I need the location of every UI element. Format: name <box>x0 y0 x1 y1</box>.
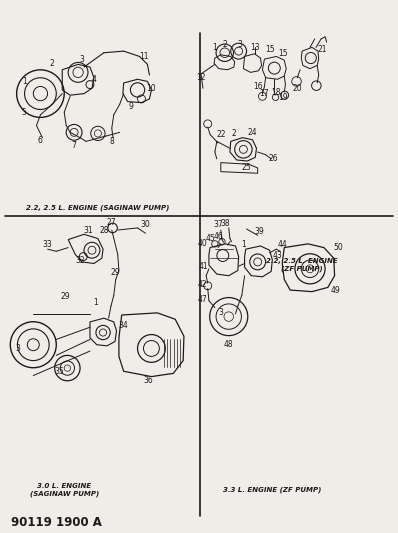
Text: 13: 13 <box>250 43 260 52</box>
Text: 19: 19 <box>278 93 288 102</box>
Text: 30: 30 <box>140 220 150 229</box>
Text: 90119 1900 A: 90119 1900 A <box>11 516 101 529</box>
Text: 18: 18 <box>271 87 281 96</box>
Text: 29: 29 <box>60 293 70 302</box>
Text: 37: 37 <box>213 220 223 229</box>
Text: 46: 46 <box>213 232 223 241</box>
Text: 34: 34 <box>118 321 128 330</box>
Text: 40: 40 <box>198 239 208 248</box>
Text: 24: 24 <box>248 128 258 137</box>
Text: 1: 1 <box>94 298 98 307</box>
Text: 38: 38 <box>220 219 230 228</box>
Text: 6: 6 <box>38 136 43 145</box>
Text: 2: 2 <box>232 129 236 138</box>
Text: 21: 21 <box>317 45 327 54</box>
Text: 9: 9 <box>129 102 133 111</box>
Text: 3: 3 <box>15 344 20 353</box>
Text: 22: 22 <box>217 130 226 139</box>
Text: 3: 3 <box>237 40 242 49</box>
Text: 12: 12 <box>196 73 206 82</box>
Text: 4: 4 <box>92 75 96 84</box>
Text: 2.2, 2.5 L. ENGINE (SAGINAW PUMP): 2.2, 2.5 L. ENGINE (SAGINAW PUMP) <box>26 205 170 211</box>
Text: 20: 20 <box>293 84 302 93</box>
Text: 2: 2 <box>50 59 55 68</box>
Text: 43: 43 <box>273 251 282 260</box>
Text: 3: 3 <box>80 54 84 63</box>
Text: 5: 5 <box>21 108 26 117</box>
Text: 15: 15 <box>279 49 288 58</box>
Text: 3: 3 <box>219 309 223 317</box>
Text: 33: 33 <box>43 240 53 249</box>
Text: 27: 27 <box>107 218 117 227</box>
Text: 17: 17 <box>259 89 269 98</box>
Text: 2: 2 <box>223 40 228 49</box>
Text: 47: 47 <box>198 295 208 304</box>
Text: 7: 7 <box>72 141 76 150</box>
Text: 31: 31 <box>83 225 93 235</box>
Text: 3.3 L. ENGINE (ZF PUMP): 3.3 L. ENGINE (ZF PUMP) <box>223 487 322 494</box>
Text: 50: 50 <box>334 243 343 252</box>
Text: 1: 1 <box>22 77 27 86</box>
Text: 39: 39 <box>254 227 264 236</box>
Text: 3.0 L. ENGINE
(SAGINAW PUMP): 3.0 L. ENGINE (SAGINAW PUMP) <box>29 483 99 497</box>
Text: 29: 29 <box>111 268 121 277</box>
Text: 16: 16 <box>253 82 263 91</box>
Text: 42: 42 <box>197 280 207 289</box>
Text: 35: 35 <box>55 367 64 376</box>
Text: 11: 11 <box>139 52 148 61</box>
Text: 1: 1 <box>213 43 217 52</box>
Text: 25: 25 <box>242 164 252 173</box>
Text: 10: 10 <box>146 84 156 93</box>
Text: 2.2, 2.5 L. ENGINE
(ZF PUMP): 2.2, 2.5 L. ENGINE (ZF PUMP) <box>266 259 338 272</box>
Text: 44: 44 <box>277 240 287 249</box>
Text: 8: 8 <box>109 137 114 146</box>
Text: 28: 28 <box>99 225 109 235</box>
Text: 36: 36 <box>143 376 153 385</box>
Text: 49: 49 <box>331 286 341 295</box>
Text: 48: 48 <box>224 340 234 349</box>
Text: 15: 15 <box>265 45 275 54</box>
Text: 32: 32 <box>75 256 85 265</box>
Text: 45: 45 <box>205 234 215 243</box>
Text: 26: 26 <box>269 155 278 164</box>
Text: 1: 1 <box>241 240 246 249</box>
Text: 41: 41 <box>198 262 208 271</box>
